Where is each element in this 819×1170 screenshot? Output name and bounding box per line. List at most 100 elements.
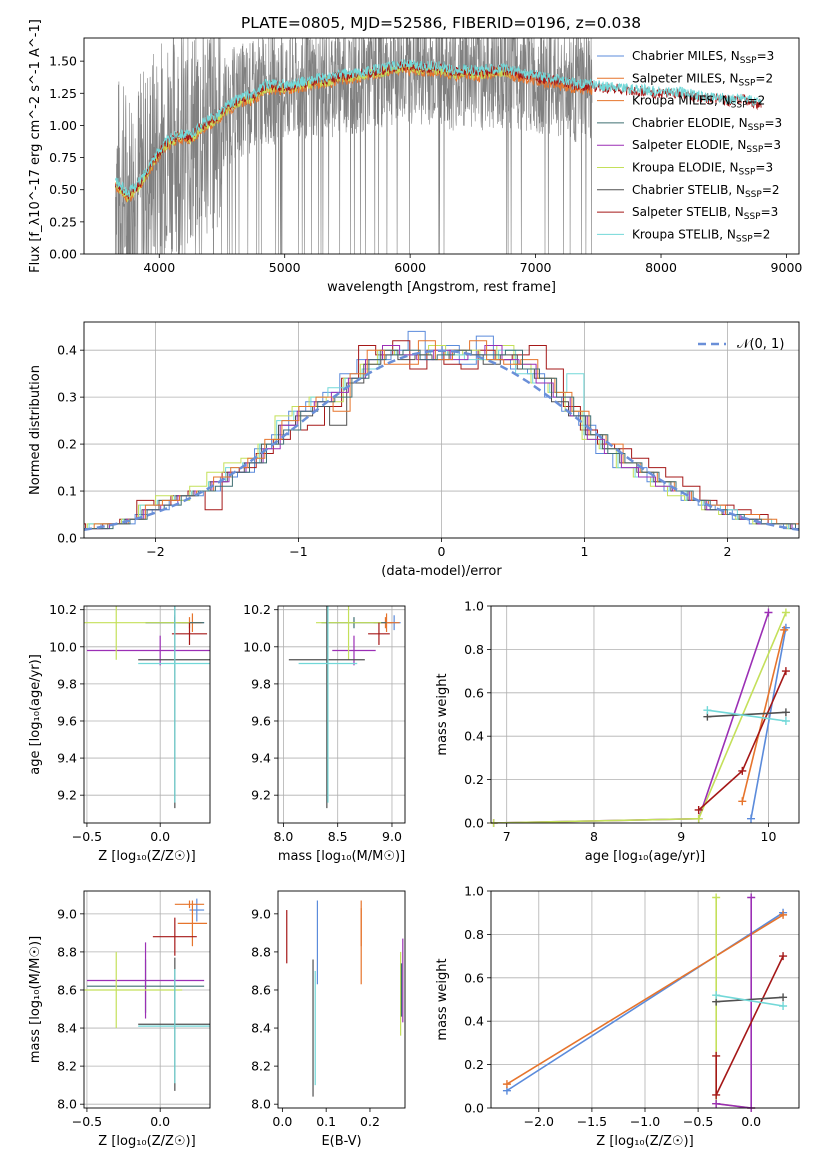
- y-tick-label: 0.6: [464, 685, 484, 700]
- legend-label-sub: SSP: [740, 56, 757, 66]
- weight-marker: [738, 797, 747, 806]
- x-tick-label: 10: [761, 829, 777, 844]
- y-tick-label: 9.0: [251, 906, 271, 921]
- x-axis-label: wavelength [Angstrom, rest frame]: [327, 280, 556, 295]
- weight-series: [750, 627, 787, 819]
- y-tick-label: 9.8: [251, 676, 271, 691]
- x-tick-label: 9: [677, 829, 685, 844]
- legend-label-suffix: =2: [753, 227, 771, 241]
- y-tick-label: 1.50: [49, 54, 77, 69]
- y-tick-label: 0.00: [49, 247, 77, 262]
- y-tick-label: 0.3: [57, 390, 77, 405]
- y-tick-label: 0.2: [57, 437, 77, 452]
- y-axis-label: Normed distribution: [28, 365, 43, 495]
- y-tick-label: 1.0: [464, 599, 484, 614]
- model-spectrum: [114, 59, 762, 198]
- weight-marker: [781, 708, 790, 717]
- legend-label-main: Chabrier MILES, N: [632, 49, 740, 63]
- legend-label-main: Salpeter MILES, N: [632, 71, 739, 85]
- x-tick-label: 8000: [645, 260, 677, 275]
- x-tick-label: 9.0: [382, 829, 402, 844]
- legend-label: Kroupa ELODIE, NSSP=3: [632, 161, 773, 178]
- weight-marker: [712, 991, 721, 1000]
- y-tick-label: 0.50: [49, 182, 77, 197]
- y-tick-label: 0.0: [464, 1101, 484, 1116]
- legend-label: Kroupa STELIB, NSSP=2: [632, 227, 770, 244]
- x-tick-label: 1: [581, 544, 589, 559]
- y-tick-label: 0.0: [464, 816, 484, 831]
- y-tick-label: 0.75: [49, 150, 77, 165]
- axes-frame: [83, 37, 800, 255]
- legend-label-suffix: =3: [763, 138, 781, 152]
- x-tick-label: 7000: [520, 260, 552, 275]
- weight-marker: [703, 706, 712, 715]
- x-tick-label: 6000: [394, 260, 426, 275]
- x-tick-label: −1.5: [577, 1114, 607, 1129]
- axes-frame: [490, 605, 800, 824]
- legend-label-sub: SSP: [731, 101, 748, 111]
- x-axis-label: (data-model)/error: [381, 564, 502, 579]
- legend-label: Chabrier MILES, NSSP=3: [632, 49, 774, 66]
- x-tick-label: 2: [724, 544, 732, 559]
- y-axis-label: age [log₁₀(age/yr)]: [28, 654, 43, 775]
- legend-label-suffix: =3: [761, 205, 779, 219]
- legend-label-sub: SSP: [746, 145, 763, 155]
- y-tick-label: 1.25: [49, 86, 77, 101]
- residual-histogram-panel: −2 −1 0 1 2 0.0 0.1 0.2 0.3 0.4 (data-model)/error…: [28, 321, 800, 579]
- y-tick-label: 9.6: [251, 713, 271, 728]
- x-tick-label: −1: [289, 544, 307, 559]
- x-tick-label: −0.5: [72, 829, 102, 844]
- weight-marker: [747, 893, 756, 902]
- y-tick-label: 1.00: [49, 118, 77, 133]
- weight-marker: [712, 1051, 721, 1060]
- weight-marker: [712, 1090, 721, 1099]
- weight-series: [716, 897, 752, 1108]
- legend-label-suffix: =3: [755, 161, 773, 175]
- x-tick-label: 8.0: [273, 829, 293, 844]
- weight-marker: [781, 608, 790, 617]
- x-tick-label: 0.0: [741, 1114, 761, 1129]
- legend-label-main: Kroupa MILES, N: [632, 94, 731, 108]
- legend-label-main: Chabrier STELIB, N: [632, 183, 745, 197]
- mass-vs-ebv-panel: 0.0 0.1 0.2 8.0 8.2 8.4 8.6 8.8 9.0 E(B-V): [251, 890, 406, 1149]
- x-tick-label: 7: [503, 829, 511, 844]
- y-tick-label: 8.4: [57, 1021, 77, 1036]
- y-tick-label: 9.6: [57, 713, 77, 728]
- axes-frame: [277, 605, 406, 824]
- weight-series: [715, 897, 752, 1108]
- y-tick-label: 8.2: [251, 1059, 271, 1074]
- legend-label-main: Salpeter ELODIE, N: [632, 138, 746, 152]
- weight-marker: [779, 1002, 788, 1011]
- legend-label-main: Salpeter STELIB, N: [632, 205, 744, 219]
- weight-marker: [738, 766, 747, 775]
- legend-label-sub: SSP: [744, 212, 761, 222]
- mass-vs-metallicity-panel: −0.5 0.0 8.0 8.2 8.4 8.6 8.8 9.0 Z [log₁₀(Z/Z☉)]…: [28, 890, 211, 1149]
- legend-label-main: Kroupa ELODIE, N: [632, 161, 739, 175]
- legend-label: Salpeter ELODIE, NSSP=3: [632, 138, 781, 155]
- legend-label-sub: SSP: [745, 190, 762, 200]
- age-vs-metallicity-panel: −0.5 0.0 9.2 9.4 9.6 9.8 10.0 10.2 Z [log₁₀(Z/Z☉…: [28, 602, 211, 864]
- legend-label-suffix: =3: [764, 116, 782, 130]
- y-tick-label: 0.6: [464, 970, 484, 985]
- y-tick-label: 9.4: [251, 751, 271, 766]
- y-tick-label: 9.2: [57, 788, 77, 803]
- legend-label: Chabrier STELIB, NSSP=2: [632, 183, 780, 200]
- y-tick-label: 9.4: [57, 751, 77, 766]
- spectrum-panel: 4000 5000 6000 7000 8000 9000 0.00 0.25 0.50 0.75…: [28, 19, 802, 295]
- axes-frame: [83, 321, 800, 539]
- x-tick-label: −0.5: [72, 1114, 102, 1129]
- legend-label-main: Chabrier ELODIE, N: [632, 116, 748, 130]
- axes-frame: [83, 890, 211, 1109]
- y-tick-label: 8.6: [251, 982, 271, 997]
- weight-marker: [502, 1080, 511, 1089]
- legend-label-sub: SSP: [739, 78, 756, 88]
- weight-series: [506, 914, 784, 1085]
- histogram-series: [84, 349, 799, 530]
- x-axis-label: Z [log₁₀(Z/Z☉)]: [98, 1134, 195, 1149]
- weight-series: [493, 612, 787, 823]
- y-tick-label: 0.0: [57, 531, 77, 546]
- x-tick-label: 0.1: [316, 1114, 336, 1129]
- y-tick-label: 10.2: [243, 602, 271, 617]
- weight-marker: [694, 814, 703, 823]
- weight-series: [493, 612, 770, 823]
